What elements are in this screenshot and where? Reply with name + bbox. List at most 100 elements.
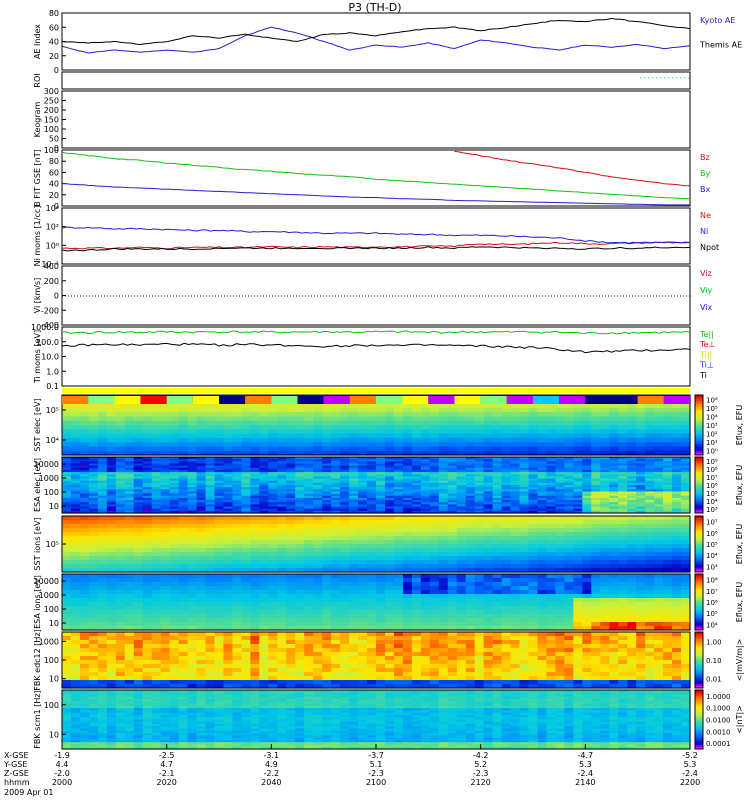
- heatmap-cell: [654, 626, 664, 631]
- heatmap-cell: [97, 442, 108, 448]
- heatmap-cell: [600, 489, 610, 493]
- heatmap-cell: [654, 491, 664, 495]
- heatmap-cell: [555, 544, 565, 549]
- heatmap-cell: [205, 582, 216, 587]
- heatmap-cell: [402, 548, 413, 553]
- heatmap-cell: [349, 446, 359, 452]
- heatmap-cell: [636, 610, 646, 615]
- heatmap-cell: [618, 504, 628, 508]
- heatmap-cell: [393, 598, 404, 603]
- heatmap-cell: [519, 510, 530, 514]
- heatmap-cell: [304, 582, 314, 587]
- colorbar-segment: [695, 509, 703, 512]
- heatmap-cell: [582, 622, 592, 627]
- heatmap-cell: [402, 582, 413, 587]
- heatmap-cell: [609, 467, 619, 471]
- heatmap-cell: [501, 493, 512, 497]
- heatmap-cell: [286, 594, 296, 599]
- heatmap-cell: [663, 500, 673, 503]
- heatmap-cell: [393, 564, 404, 569]
- heatmap-cell: [537, 446, 548, 452]
- heatmap-cell: [546, 485, 557, 488]
- heatmap-cell: [106, 510, 117, 514]
- heatmap-cell: [573, 500, 583, 503]
- heatmap-cell: [322, 574, 332, 579]
- heatmap-cell: [62, 459, 72, 462]
- heatmap-cell: [151, 463, 162, 467]
- heatmap-cell: [591, 461, 601, 465]
- heatmap-cell: [358, 582, 368, 587]
- heatmap-cell: [429, 476, 440, 480]
- heatmap-cell: [79, 544, 90, 549]
- heatmap-cell: [286, 516, 296, 521]
- heatmap-cell: [124, 497, 135, 501]
- heatmap-cell: [340, 495, 350, 499]
- heatmap-cell: [223, 495, 234, 499]
- heatmap-cell: [349, 506, 359, 510]
- heatmap-cell: [376, 467, 386, 471]
- heatmap-cell: [70, 622, 81, 627]
- heatmap-cell: [304, 574, 314, 579]
- heatmap-cell: [214, 548, 225, 553]
- heatmap-cell: [420, 536, 431, 541]
- heatmap-cell: [106, 504, 117, 508]
- heatmap-cell: [79, 467, 90, 471]
- heatmap-cell: [322, 474, 332, 477]
- heatmap-cell: [456, 606, 467, 611]
- heatmap-cell: [250, 504, 260, 508]
- heatmap-cell: [654, 450, 664, 456]
- heatmap-cell: [483, 540, 494, 545]
- colorbar-segment: [695, 517, 703, 521]
- heatmap-cell: [331, 478, 341, 482]
- heatmap-cell: [681, 544, 691, 549]
- heatmap-cell: [223, 540, 234, 545]
- heatmap-cell: [169, 516, 180, 521]
- heatmap-cell: [618, 403, 628, 409]
- heatmap-cell: [411, 506, 422, 510]
- y-tick-label: 0: [54, 66, 59, 75]
- heatmap-cell: [367, 606, 377, 611]
- heatmap-cell: [609, 446, 619, 452]
- heatmap-cell: [501, 433, 512, 439]
- heatmap-cell: [564, 560, 574, 565]
- heatmap-cell: [447, 457, 458, 460]
- heatmap-cell: [340, 610, 350, 615]
- heatmap-cell: [124, 626, 135, 631]
- heatmap-cell: [636, 491, 646, 495]
- heatmap-cell: [241, 487, 251, 490]
- heatmap-cell: [259, 485, 269, 488]
- heatmap-cell: [106, 564, 117, 569]
- heatmap-cell: [528, 618, 539, 623]
- heatmap-cell: [384, 485, 395, 488]
- heatmap-cell: [169, 602, 180, 607]
- heatmap-cell: [124, 459, 135, 462]
- colorbar-tick-label: 10⁸: [706, 466, 718, 474]
- heatmap-cell: [384, 548, 395, 553]
- heatmap-cell: [259, 618, 269, 623]
- heatmap-cell: [268, 485, 278, 488]
- heatmap-cell: [447, 556, 458, 561]
- heatmap-cell: [376, 442, 386, 448]
- heatmap-cell: [250, 524, 260, 529]
- heatmap-cell: [160, 463, 171, 467]
- legend-themisae: Themis AE: [699, 41, 742, 50]
- heatmap-cell: [205, 560, 216, 565]
- heatmap-cell: [447, 602, 458, 607]
- heatmap-cell: [304, 508, 314, 512]
- heatmap-cell: [456, 463, 467, 467]
- heatmap-cell: [510, 540, 521, 545]
- heatmap-cell: [349, 433, 359, 439]
- heatmap-cell: [438, 463, 449, 467]
- heatmap-cell: [169, 586, 180, 591]
- heatmap-cell: [510, 495, 521, 499]
- heatmap-cell: [232, 520, 243, 525]
- heatmap-cell: [591, 510, 601, 514]
- heatmap-cell: [447, 489, 458, 493]
- heatmap-cell: [277, 474, 287, 477]
- heatmap-cell: [169, 472, 180, 475]
- heatmap-cell: [537, 469, 548, 473]
- heatmap-cell: [420, 461, 431, 465]
- heatmap-cell: [106, 520, 117, 525]
- heatmap-cell: [286, 564, 296, 569]
- heatmap-cell: [268, 622, 278, 627]
